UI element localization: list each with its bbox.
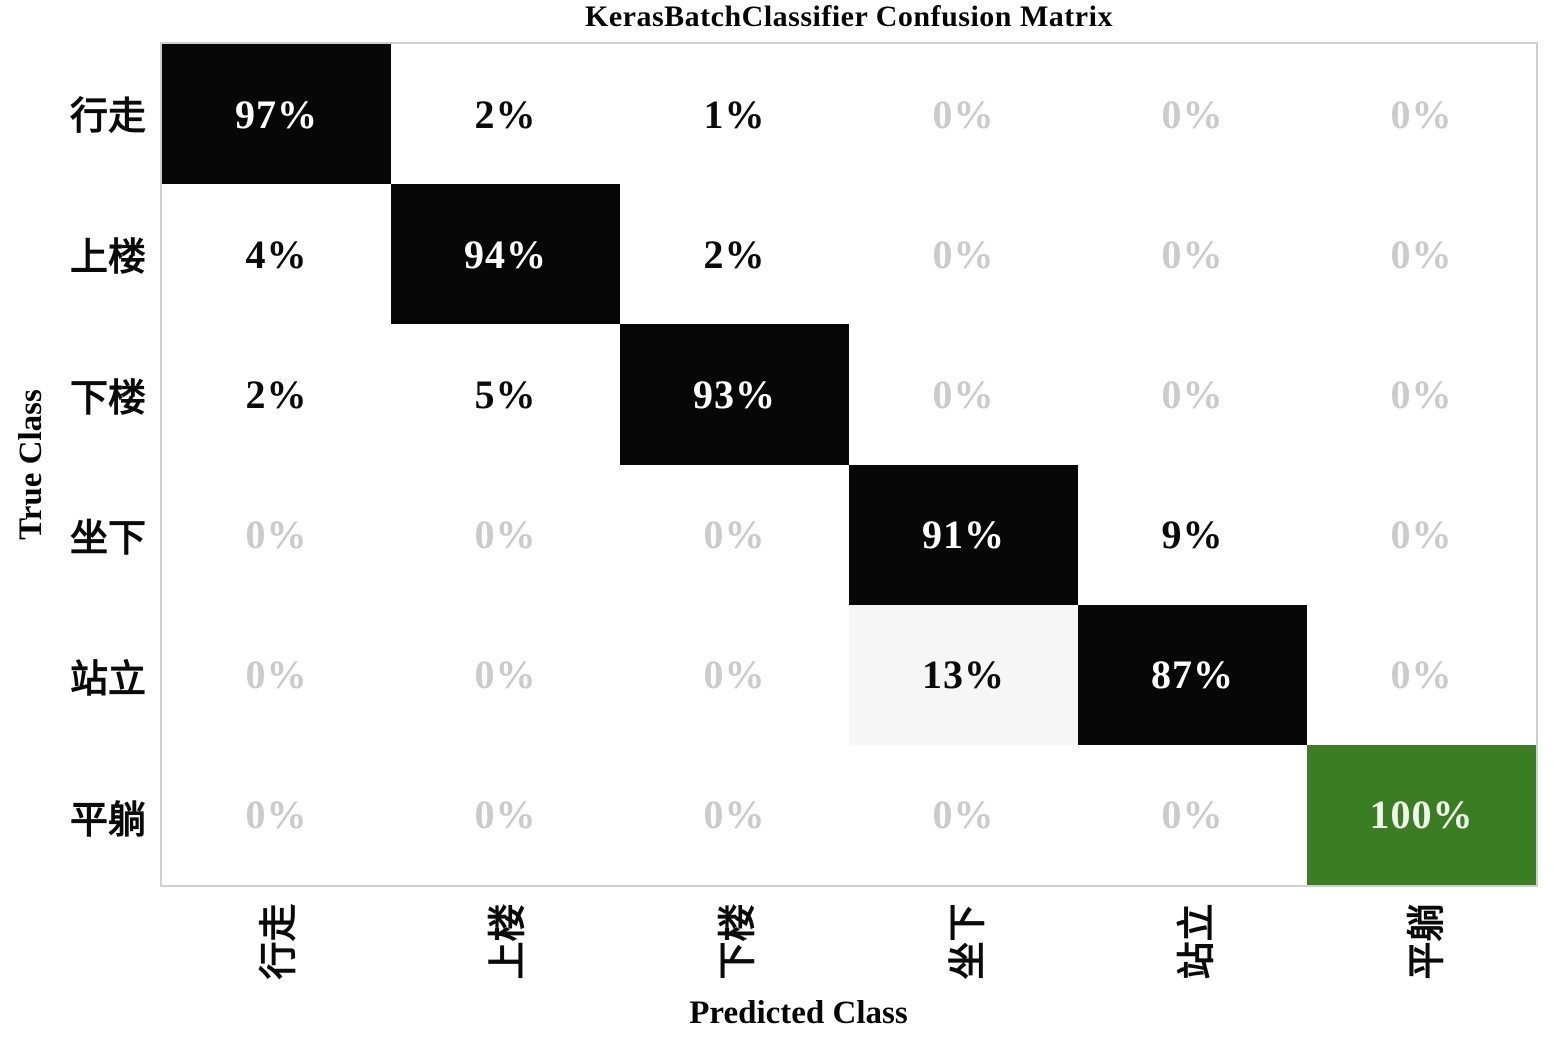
x-tick-label-text: 下楼 <box>717 902 760 980</box>
matrix-cell: 0% <box>1307 604 1536 745</box>
matrix-cell: 2% <box>620 184 849 325</box>
matrix-cell: 2% <box>391 44 620 185</box>
x-tick-label: 站立 <box>1134 893 1254 989</box>
x-tick-label-text: 坐下 <box>947 902 990 980</box>
x-tick-label-text: 上楼 <box>487 902 530 980</box>
y-tick-label: 站立 <box>69 659 146 702</box>
matrix-cell: 4% <box>162 184 391 325</box>
matrix-cell: 0% <box>391 604 620 745</box>
matrix-cell: 0% <box>391 464 620 605</box>
x-tick-label: 坐下 <box>904 893 1024 989</box>
matrix-cell: 0% <box>849 744 1078 885</box>
x-tick-label: 下楼 <box>674 893 794 989</box>
y-tick-label: 行走 <box>69 95 146 138</box>
y-tick-label: 平躺 <box>69 800 146 843</box>
x-tick-label: 行走 <box>215 893 335 989</box>
matrix-cell: 0% <box>620 744 849 885</box>
matrix-cell: 94% <box>391 184 620 325</box>
matrix-cell: 0% <box>391 744 620 885</box>
x-tick-label-text: 站立 <box>1176 902 1219 980</box>
matrix-cell: 0% <box>849 184 1078 325</box>
matrix-cell: 0% <box>162 744 391 885</box>
matrix-cell: 97% <box>162 44 391 185</box>
matrix-cell: 0% <box>1307 324 1536 465</box>
matrix-cell: 1% <box>620 44 849 185</box>
matrix-cell: 100% <box>1307 744 1536 885</box>
matrix-cell: 0% <box>849 44 1078 185</box>
matrix-cell: 0% <box>1078 44 1307 185</box>
matrix-cell: 0% <box>162 604 391 745</box>
matrix-cell: 0% <box>1078 184 1307 325</box>
matrix-cell: 0% <box>162 464 391 605</box>
matrix-cell: 0% <box>620 464 849 605</box>
y-tick-label: 上楼 <box>69 236 146 279</box>
x-axis-label: Predicted Class <box>689 995 908 1031</box>
matrix-cell: 0% <box>620 604 849 745</box>
plot-area: 97% 2% 1% 0% 0% 0% 4% 94% 2% 0% 0% 0% 2% 5% 93% 0% 0% 0% 0… <box>160 42 1538 887</box>
matrix-cell: 0% <box>1078 744 1307 885</box>
matrix-cell: 0% <box>1307 184 1536 325</box>
matrix-cell: 91% <box>849 464 1078 605</box>
matrix-cell: 87% <box>1078 604 1307 745</box>
x-tick-label-text: 平躺 <box>1406 902 1449 980</box>
matrix-cell: 0% <box>1078 324 1307 465</box>
matrix-cell: 5% <box>391 324 620 465</box>
x-tick-label: 上楼 <box>445 893 565 989</box>
x-tick-label: 平躺 <box>1363 893 1483 989</box>
matrix-cell: 0% <box>1307 44 1536 185</box>
matrix-cell: 0% <box>849 324 1078 465</box>
y-tick-label: 坐下 <box>69 518 146 561</box>
x-tick-label-text: 行走 <box>258 902 301 980</box>
matrix-cell: 2% <box>162 324 391 465</box>
y-tick-label: 下楼 <box>69 377 146 420</box>
matrix-cell-grid: 97% 2% 1% 0% 0% 0% 4% 94% 2% 0% 0% 0% 2% 5% 93% 0% 0% 0% 0… <box>162 44 1536 885</box>
matrix-cell: 9% <box>1078 464 1307 605</box>
matrix-cell: 13% <box>849 604 1078 745</box>
matrix-cell: 93% <box>620 324 849 465</box>
matrix-cell: 0% <box>1307 464 1536 605</box>
chart-title: KerasBatchClassifier Confusion Matrix <box>585 0 1113 33</box>
